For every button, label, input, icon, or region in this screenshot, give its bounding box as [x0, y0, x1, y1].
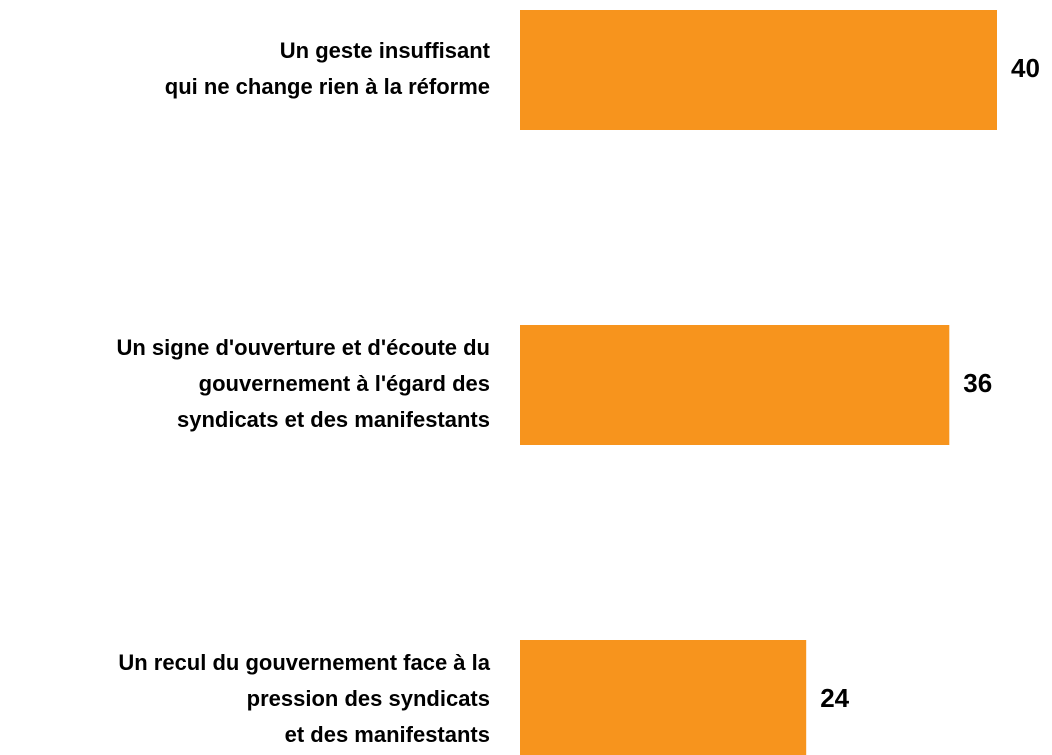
category-label: Un geste insuffisant qui ne change rien à… — [165, 38, 491, 99]
value-label: 40 — [1011, 53, 1040, 83]
bar — [520, 325, 950, 445]
value-label: 36 — [963, 368, 992, 398]
value-label: 24 — [820, 683, 849, 713]
bar — [520, 640, 807, 755]
bar — [520, 10, 997, 130]
category-label: Un recul du gouvernement face à la pressi… — [118, 650, 490, 747]
category-label: Un signe d'ouverture et d'écoute du gouve… — [116, 335, 490, 432]
